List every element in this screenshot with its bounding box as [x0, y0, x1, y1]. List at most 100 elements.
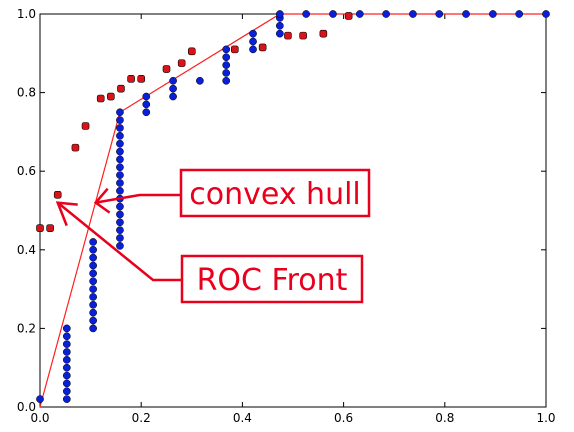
red-point: [117, 84, 125, 93]
blue-point: [249, 29, 257, 38]
roc-front-arrow: [55, 201, 182, 282]
blue-point: [62, 395, 71, 403]
blue-point: [116, 147, 124, 156]
red-point: [46, 224, 54, 232]
blue-point: [62, 371, 71, 380]
blue-point: [249, 45, 257, 54]
x-tick-label: 0.8: [435, 411, 454, 425]
blue-point: [382, 10, 390, 18]
blue-point: [435, 10, 444, 18]
blue-point: [62, 355, 71, 364]
blue-point: [89, 245, 97, 254]
plot-area: 0.0 0.2 0.4 0.6 0.8 1.0 0.0 0.2 0.4 0.6 0.8 1.0: [17, 7, 556, 425]
red-points-series: [36, 12, 353, 232]
roc-front-label-box: [180, 254, 364, 304]
blue-point: [116, 179, 124, 187]
convex-hull-label-box: [179, 168, 371, 218]
blue-point: [329, 10, 337, 18]
red-point: [162, 65, 171, 73]
blue-points-series: [36, 10, 550, 403]
blue-point: [89, 277, 97, 286]
blue-point: [142, 100, 151, 109]
blue-point: [116, 210, 124, 219]
blue-point: [116, 124, 124, 132]
blue-point: [275, 10, 284, 18]
blue-point: [116, 131, 124, 140]
blue-point: [409, 10, 417, 18]
blue-point: [62, 340, 71, 348]
blue-point: [89, 293, 97, 301]
blue-point: [275, 21, 284, 30]
y-tick-label: 0.2: [17, 321, 36, 335]
blue-point: [302, 10, 311, 18]
blue-point: [222, 45, 231, 54]
red-point: [96, 94, 105, 103]
x-tick-label: 0.4: [233, 411, 252, 425]
blue-point: [116, 242, 124, 250]
convex-hull-label: convex hull: [189, 177, 361, 212]
blue-point: [89, 253, 97, 262]
red-point: [137, 75, 145, 83]
red-point: [127, 75, 135, 83]
x-tick-label: 1.0: [536, 411, 555, 425]
y-tick-label: 0.8: [17, 86, 36, 100]
red-point: [177, 59, 186, 67]
blue-point: [489, 10, 497, 18]
blue-point: [62, 379, 71, 388]
blue-point: [62, 363, 71, 372]
blue-point: [116, 108, 124, 117]
red-point: [36, 224, 44, 232]
blue-point: [116, 218, 124, 227]
blue-point: [116, 171, 124, 179]
red-point: [81, 122, 90, 130]
blue-point: [222, 53, 231, 62]
blue-point: [222, 76, 231, 85]
blue-point: [116, 226, 124, 234]
red-point: [188, 47, 196, 56]
blue-point: [275, 29, 284, 38]
blue-point: [89, 308, 97, 317]
blue-point: [36, 395, 44, 403]
red-point: [319, 29, 328, 38]
blue-point: [89, 238, 97, 246]
x-tick-label: 0.2: [132, 411, 151, 425]
blue-point: [116, 187, 124, 195]
axis-ticks: 0.0 0.2 0.4 0.6 0.8 1.0 0.0 0.2 0.4 0.6 0.8 1.0: [17, 7, 556, 425]
blue-point: [169, 92, 177, 101]
blue-point: [169, 84, 177, 93]
red-point: [231, 45, 239, 54]
y-tick-label: 0.4: [17, 243, 36, 257]
blue-point: [249, 37, 257, 46]
red-point: [107, 92, 115, 101]
blue-point: [89, 324, 97, 333]
roc-front-label: ROC Front: [197, 263, 348, 298]
blue-point: [116, 155, 124, 164]
blue-point: [142, 92, 151, 101]
y-tick-label: 0.0: [17, 400, 36, 414]
blue-point: [62, 387, 71, 396]
red-point: [299, 31, 307, 40]
blue-point: [89, 316, 97, 325]
blue-point: [62, 348, 71, 356]
blue-point: [62, 332, 71, 341]
blue-point: [222, 61, 231, 69]
blue-point: [462, 10, 470, 18]
blue-point: [515, 10, 524, 18]
blue-point: [89, 269, 97, 278]
blue-point: [196, 76, 204, 85]
blue-point: [222, 69, 231, 77]
blue-point: [116, 234, 124, 242]
red-point: [344, 12, 353, 20]
blue-point: [116, 139, 124, 148]
x-tick-label: 0.0: [30, 411, 49, 425]
convex-hull-arrow: [93, 187, 181, 214]
blue-point: [355, 10, 364, 18]
blue-point: [116, 116, 124, 124]
x-tick-label: 0.6: [334, 411, 353, 425]
blue-point: [116, 163, 124, 172]
y-tick-label: 0.6: [17, 164, 36, 178]
red-point: [53, 190, 62, 199]
red-point: [71, 143, 80, 152]
y-tick-label: 1.0: [17, 7, 36, 21]
